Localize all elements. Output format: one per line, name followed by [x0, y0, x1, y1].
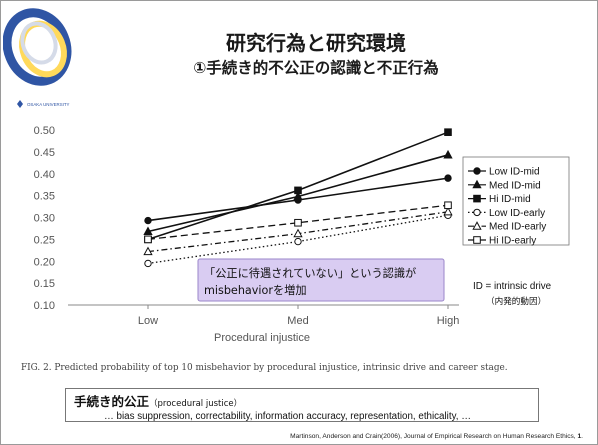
y-tick-label: 0.30 — [34, 213, 55, 225]
y-tick-label: 0.50 — [34, 125, 55, 137]
data-point — [444, 201, 452, 210]
id-note-line1: ID = intrinsic drive — [473, 281, 552, 292]
legend-label: Med ID-mid — [489, 180, 541, 191]
legend-marker — [473, 236, 481, 244]
legend-label: Low ID-early — [489, 208, 545, 219]
data-point — [144, 216, 152, 225]
legend-marker — [473, 167, 481, 175]
y-tick-label: 0.25 — [34, 234, 55, 246]
legend-item: Hi ID-early — [468, 236, 536, 247]
definition-box: 手続き的公正（procedural justice） … bias suppre… — [65, 388, 539, 422]
legend-marker — [473, 208, 481, 217]
legend-item: Med ID-early — [468, 221, 546, 233]
logo-text: OSAKA UNIVERSITY — [27, 102, 70, 107]
data-point — [294, 237, 302, 246]
data-point — [444, 128, 452, 136]
data-point — [293, 228, 303, 238]
reference-text: Martinson, Anderson and Crain(2006), Jou… — [290, 433, 578, 440]
legend-item: Hi ID-mid — [468, 194, 531, 205]
data-point — [294, 186, 302, 195]
series-med-id-mid — [143, 149, 453, 235]
legend-item: Low ID-mid — [468, 167, 540, 178]
legend-marker — [472, 179, 482, 189]
data-point — [444, 174, 452, 182]
x-axis-label: Procedural injustice — [214, 332, 310, 344]
legend-marker — [473, 194, 481, 203]
annotation-callout: 「公正に待遇されていない」という認識が misbehaviorを増加 — [197, 258, 445, 302]
legend-item: Med ID-mid — [468, 179, 541, 191]
definition-heading: 手続き的公正（procedural justice） — [74, 391, 530, 410]
reference-end: . — [581, 433, 583, 440]
definition-items: … bias suppression, correctability, info… — [104, 411, 471, 422]
x-tick-label: Low — [138, 315, 158, 327]
series-hi-id-early — [144, 201, 452, 244]
y-tick-label: 0.45 — [34, 147, 55, 159]
osaka-university-logo: OSAKA UNIVERSITY — [3, 8, 72, 108]
id-note-line2: （内発的動因） — [486, 295, 546, 307]
x-axis-ticks: Low Med High — [138, 305, 459, 327]
legend-label: Hi ID-mid — [489, 194, 531, 205]
data-point — [443, 149, 453, 159]
series-line — [147, 204, 449, 241]
legend: Low ID-mid Med ID-mid Hi ID-mid Low ID-earl… — [462, 156, 570, 247]
data-point — [144, 259, 152, 268]
definition-term: 手続き的公正 — [74, 394, 150, 409]
data-point — [143, 246, 153, 256]
slide-subtitle: ①手続き的不公正の認識と不正行為 — [193, 59, 439, 77]
series-med-id-early — [143, 206, 453, 256]
legend-marker — [472, 221, 482, 230]
annotation-line2: misbehaviorを増加 — [204, 284, 307, 297]
legend-item: Low ID-early — [468, 208, 545, 219]
id-note: ID = intrinsic drive （内発的動因） — [473, 281, 552, 307]
series-group — [143, 128, 453, 268]
figure-caption: FIG. 2. Predicted probability of top 10 … — [21, 363, 508, 373]
data-point — [294, 218, 302, 227]
x-tick-label: High — [437, 315, 460, 327]
legend-label: Med ID-early — [489, 222, 546, 233]
annotation-box — [197, 258, 445, 302]
y-tick-label: 0.10 — [34, 300, 55, 312]
y-tick-label: 0.35 — [34, 191, 55, 203]
data-point — [144, 235, 152, 244]
y-axis-ticks: 0.50 0.45 0.40 0.35 0.30 0.25 0.20 0.15 0.10 — [34, 125, 55, 312]
y-tick-label: 0.15 — [34, 278, 55, 290]
series-line — [147, 214, 449, 265]
y-tick-label: 0.20 — [34, 256, 55, 268]
x-tick-label: Med — [287, 315, 308, 327]
legend-label: Low ID-mid — [489, 167, 540, 178]
definition-term-en: （procedural justice） — [149, 399, 243, 409]
reference-citation: Martinson, Anderson and Crain(2006), Jou… — [290, 433, 583, 440]
data-point — [143, 226, 153, 235]
data-point — [443, 206, 453, 216]
legend-label: Hi ID-early — [489, 236, 536, 247]
reference-volume: 1 — [577, 433, 582, 440]
slide-title: 研究行為と研究環境 — [226, 31, 406, 55]
annotation-line1: 「公正に待遇されていない」という認識が — [204, 266, 416, 280]
y-tick-label: 0.40 — [34, 169, 55, 181]
data-point — [293, 191, 303, 200]
